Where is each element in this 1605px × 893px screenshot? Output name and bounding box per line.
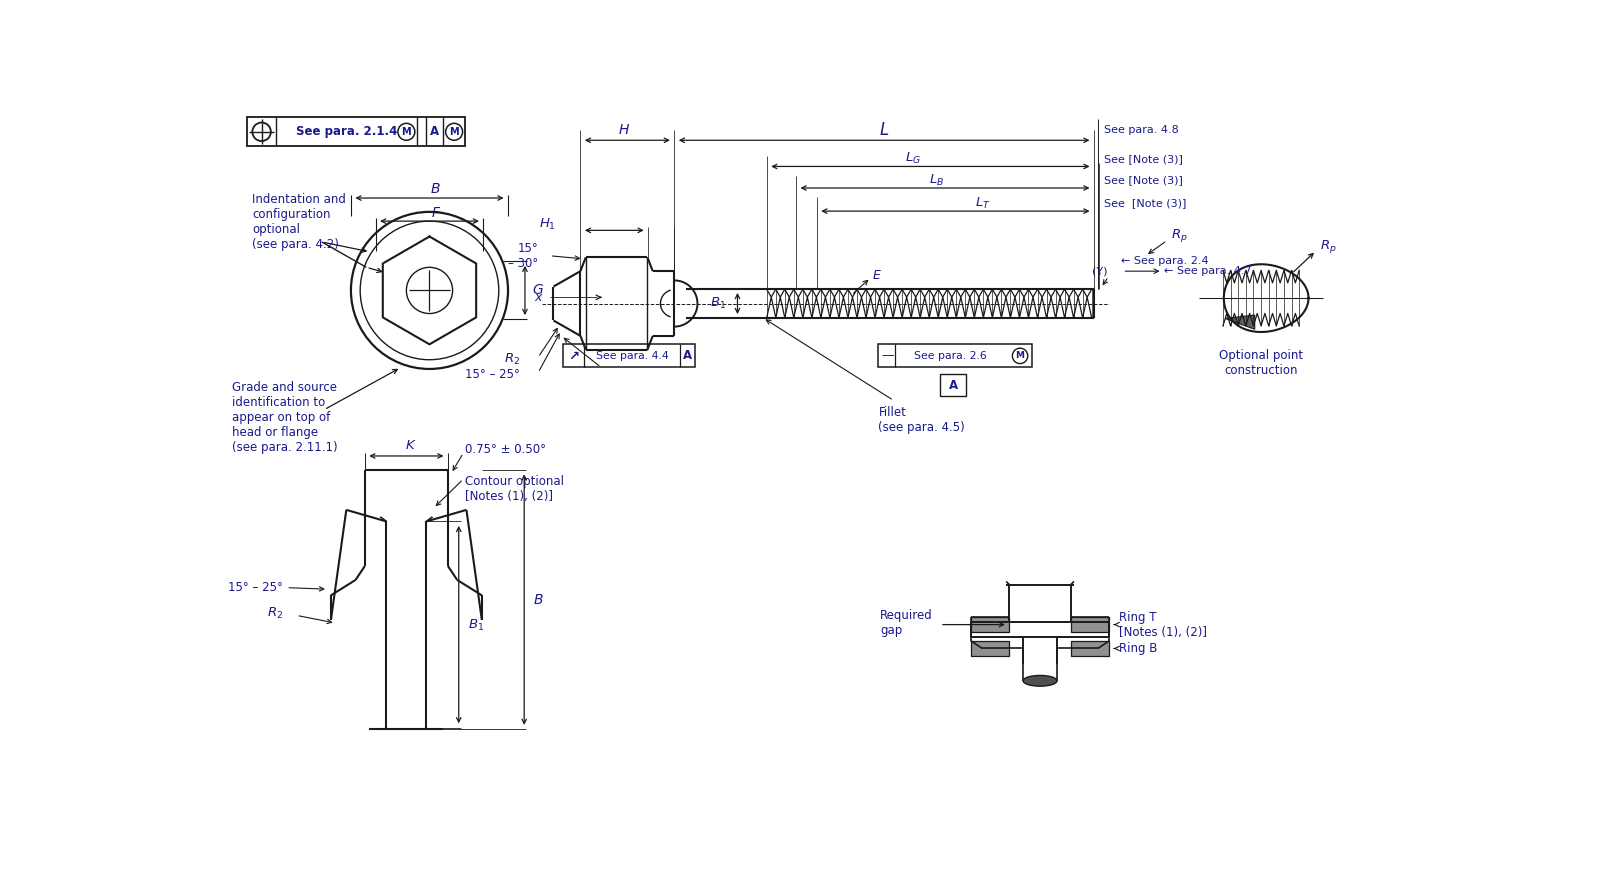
Text: Indentation and
configuration
optional
(see para. 4.2): Indentation and configuration optional (… bbox=[252, 193, 347, 251]
Bar bbox=[563, 345, 695, 367]
Ellipse shape bbox=[1022, 675, 1058, 686]
Text: (Y): (Y) bbox=[1091, 266, 1107, 276]
Text: See [Note (3)]: See [Note (3)] bbox=[1104, 175, 1183, 186]
Text: $R_2$: $R_2$ bbox=[266, 606, 282, 622]
Text: $L_T$: $L_T$ bbox=[974, 196, 990, 211]
Text: L: L bbox=[880, 121, 889, 139]
Text: $L_B$: $L_B$ bbox=[929, 172, 944, 188]
Text: gap: gap bbox=[880, 624, 902, 638]
Text: —: — bbox=[881, 349, 894, 363]
Text: B: B bbox=[430, 182, 440, 196]
Text: $L_G$: $L_G$ bbox=[905, 151, 921, 166]
Text: A: A bbox=[949, 379, 958, 392]
Text: E: E bbox=[873, 269, 881, 282]
Text: Required: Required bbox=[880, 609, 933, 622]
Text: x: x bbox=[534, 291, 542, 304]
Bar bbox=[1071, 617, 1109, 632]
Text: G: G bbox=[533, 283, 544, 297]
Bar bbox=[971, 641, 1010, 656]
Text: F: F bbox=[432, 206, 440, 221]
Text: – 30°: – 30° bbox=[507, 257, 538, 270]
Text: Contour optional
[Notes (1), (2)]: Contour optional [Notes (1), (2)] bbox=[465, 475, 563, 504]
Text: M: M bbox=[449, 127, 459, 137]
Text: $R_2$: $R_2$ bbox=[504, 352, 520, 366]
Text: M: M bbox=[401, 127, 411, 137]
Text: See para. 4.8: See para. 4.8 bbox=[1104, 125, 1178, 135]
Text: 15° – 25°: 15° – 25° bbox=[465, 368, 520, 380]
Text: See para. 2.1.4: See para. 2.1.4 bbox=[295, 125, 398, 138]
Text: 0.75° ± 0.50°: 0.75° ± 0.50° bbox=[465, 443, 546, 456]
Text: $B_1$: $B_1$ bbox=[469, 618, 485, 633]
Bar bbox=[941, 374, 966, 396]
Text: See  [Note (3)]: See [Note (3)] bbox=[1104, 198, 1186, 208]
Text: 15° – 25°: 15° – 25° bbox=[228, 581, 282, 594]
Text: Ring T
[Notes (1), (2)]: Ring T [Notes (1), (2)] bbox=[1119, 611, 1207, 638]
Bar bbox=[971, 617, 1010, 632]
Text: See para. 2.6: See para. 2.6 bbox=[915, 351, 987, 361]
Text: Fillet
(see para. 4.5): Fillet (see para. 4.5) bbox=[878, 406, 965, 434]
Bar bbox=[878, 345, 1032, 367]
Text: Optional point
construction: Optional point construction bbox=[1220, 349, 1303, 377]
Bar bbox=[247, 117, 465, 146]
Text: A: A bbox=[430, 125, 440, 138]
Text: M: M bbox=[1016, 351, 1024, 361]
Text: ↗: ↗ bbox=[568, 349, 579, 363]
Text: See [Note (3)]: See [Note (3)] bbox=[1104, 154, 1183, 163]
Text: $R_p$: $R_p$ bbox=[1319, 238, 1337, 255]
Text: 15°: 15° bbox=[517, 242, 538, 255]
Text: ← See para. 4.7: ← See para. 4.7 bbox=[1164, 266, 1252, 276]
Polygon shape bbox=[1225, 315, 1255, 330]
Text: Grade and source
identification to
appear on top of
head or flange
(see para. 2.: Grade and source identification to appea… bbox=[231, 380, 337, 454]
Text: Ring B: Ring B bbox=[1119, 642, 1157, 655]
Text: $H_1$: $H_1$ bbox=[539, 217, 555, 232]
Text: See para. 4.4: See para. 4.4 bbox=[595, 351, 668, 361]
Text: A: A bbox=[682, 349, 692, 363]
Text: $R_p$: $R_p$ bbox=[1172, 227, 1188, 245]
Bar bbox=[1071, 641, 1109, 656]
Text: $B_1$: $B_1$ bbox=[709, 296, 725, 311]
Text: K: K bbox=[406, 438, 414, 452]
Text: ← See para. 2.4: ← See para. 2.4 bbox=[1120, 256, 1209, 266]
Text: H: H bbox=[618, 123, 629, 138]
Text: B: B bbox=[533, 593, 542, 606]
